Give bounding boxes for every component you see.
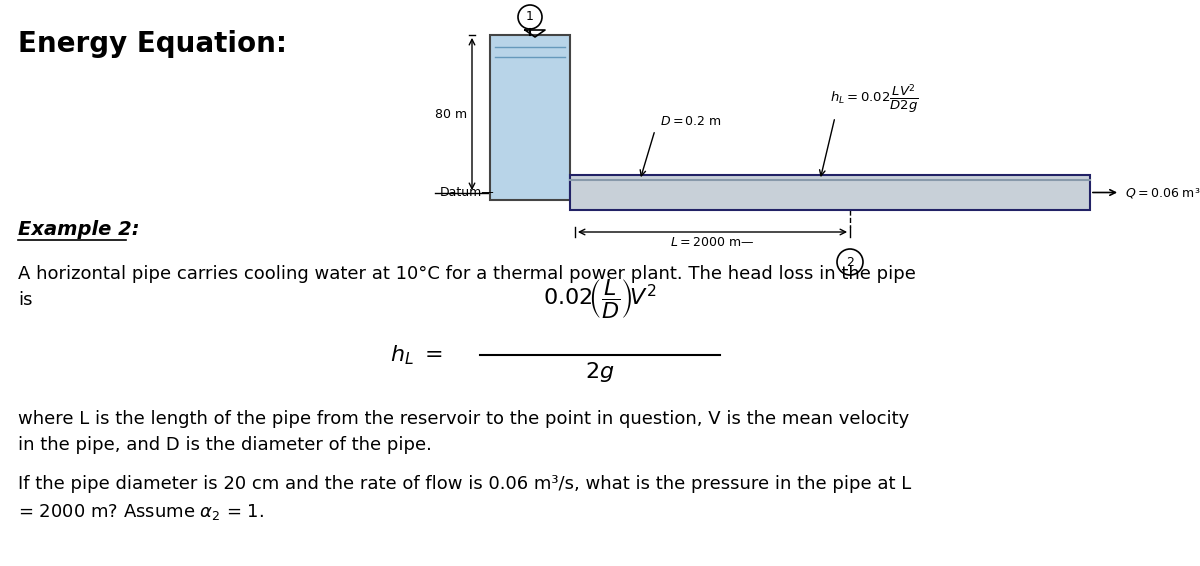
Text: 80 m: 80 m (434, 108, 467, 121)
Text: $L = 2000$ m—: $L = 2000$ m— (671, 236, 755, 249)
Text: Example 2:: Example 2: (18, 220, 139, 239)
Text: $2g$: $2g$ (586, 360, 614, 384)
Text: $D = 0.2$ m: $D = 0.2$ m (660, 115, 721, 128)
Text: $h_L\ =$: $h_L\ =$ (390, 343, 443, 367)
Text: If the pipe diameter is 20 cm and the rate of flow is 0.06 m³/s, what is the pre: If the pipe diameter is 20 cm and the ra… (18, 475, 911, 522)
Text: where L is the length of the pipe from the reservoir to the point in question, V: where L is the length of the pipe from t… (18, 410, 910, 454)
Text: $h_L = 0.02\dfrac{LV^2}{D2g}$: $h_L = 0.02\dfrac{LV^2}{D2g}$ (830, 82, 919, 115)
Text: $Q = 0.06$ m³/s: $Q = 0.06$ m³/s (1126, 186, 1200, 199)
Text: 2: 2 (846, 255, 854, 268)
Text: 1: 1 (526, 11, 534, 24)
Text: A horizontal pipe carries cooling water at 10°C for a thermal power plant. The h: A horizontal pipe carries cooling water … (18, 265, 916, 310)
Text: Datum—: Datum— (440, 187, 494, 199)
Bar (570, 175, 1090, 210)
Bar (490, 35, 570, 200)
Text: $0.02\!\left(\dfrac{L}{D}\right)\!V^2$: $0.02\!\left(\dfrac{L}{D}\right)\!V^2$ (544, 277, 656, 320)
Text: Energy Equation:: Energy Equation: (18, 30, 287, 58)
